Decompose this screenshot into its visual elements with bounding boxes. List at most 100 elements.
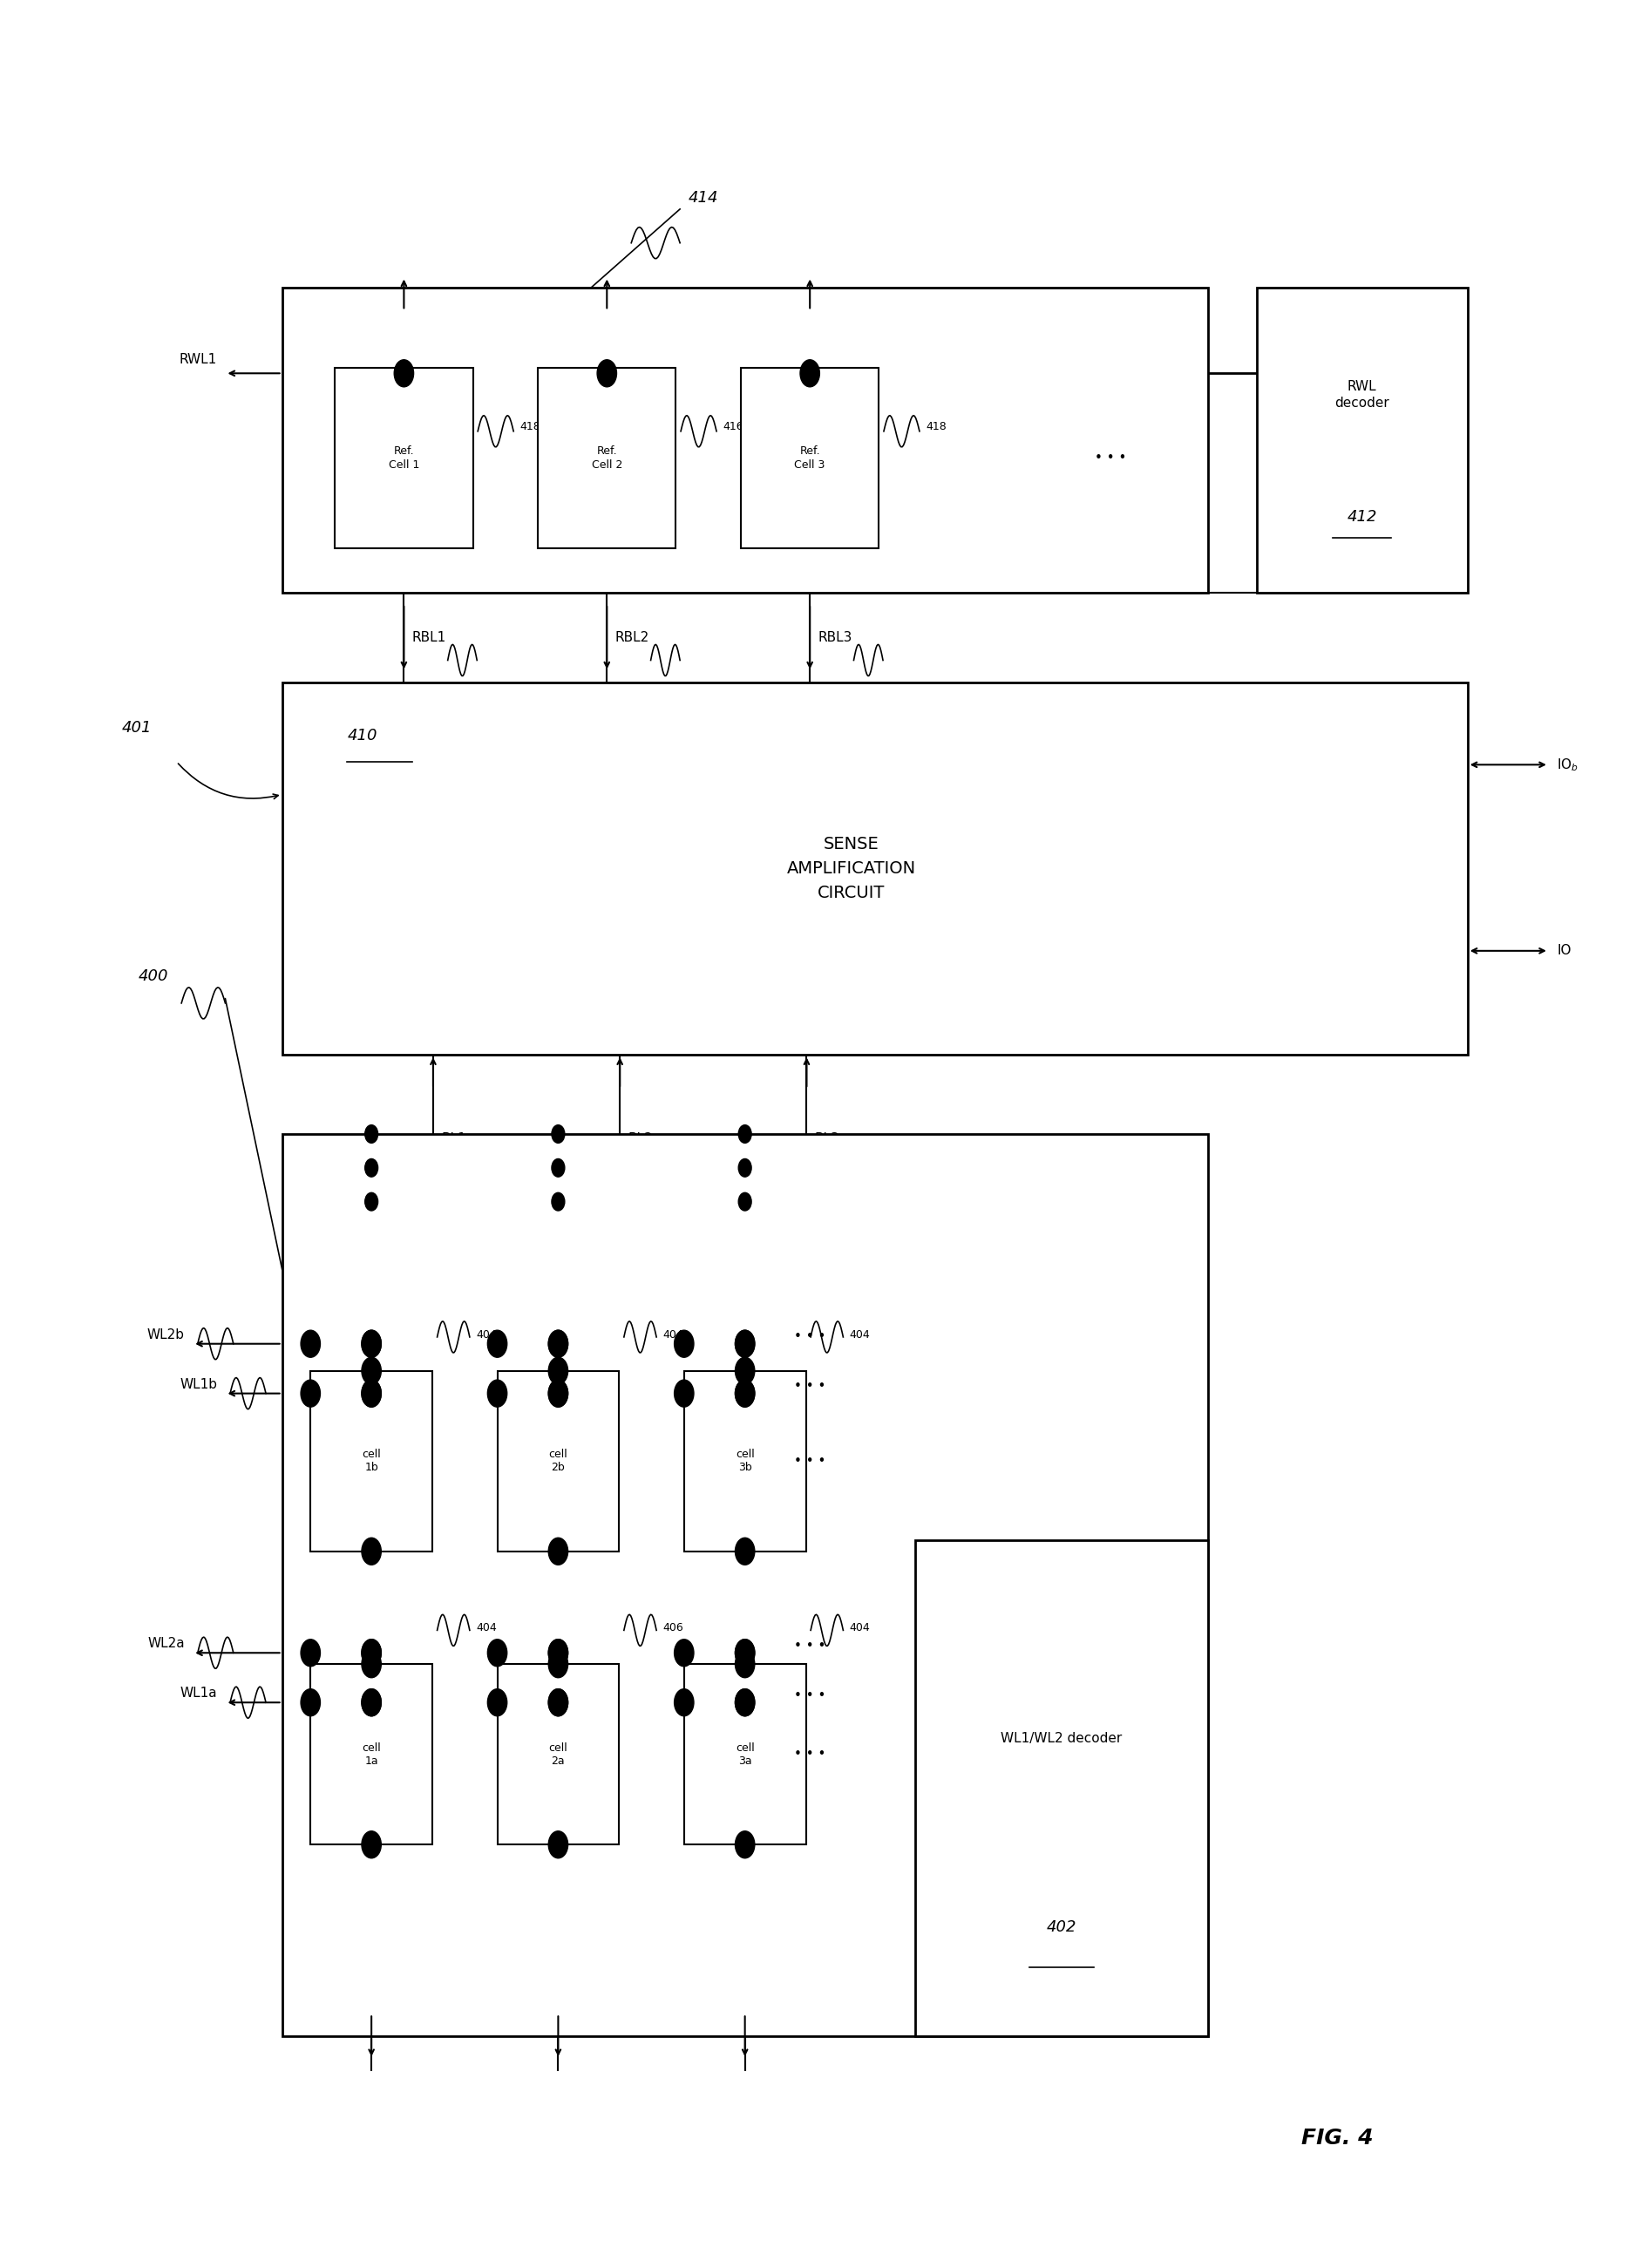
- Circle shape: [735, 1379, 754, 1406]
- Text: 404: 404: [849, 1329, 870, 1340]
- Circle shape: [735, 1690, 754, 1717]
- Circle shape: [674, 1690, 694, 1717]
- Circle shape: [735, 1690, 754, 1717]
- Circle shape: [674, 1379, 694, 1406]
- Circle shape: [735, 1538, 754, 1565]
- Circle shape: [548, 1651, 568, 1678]
- Circle shape: [548, 1379, 568, 1406]
- Circle shape: [548, 1830, 568, 1857]
- Circle shape: [362, 1830, 381, 1857]
- Text: 406: 406: [663, 1622, 684, 1633]
- Text: RWL1: RWL1: [180, 354, 218, 367]
- Bar: [497, 1370, 618, 1551]
- Text: FIG. 4: FIG. 4: [1302, 2127, 1374, 2148]
- Text: BL2: BL2: [628, 1132, 653, 1145]
- Bar: [281, 288, 1207, 592]
- Circle shape: [735, 1640, 754, 1667]
- Bar: [311, 1665, 432, 1844]
- Circle shape: [362, 1690, 381, 1717]
- Bar: [1256, 288, 1467, 592]
- Circle shape: [735, 1331, 754, 1356]
- Circle shape: [738, 1193, 751, 1211]
- Text: RBL3: RBL3: [818, 631, 852, 644]
- Circle shape: [800, 361, 820, 388]
- Circle shape: [548, 1331, 568, 1356]
- Text: IO: IO: [1557, 943, 1571, 957]
- Text: WL2a: WL2a: [147, 1637, 185, 1651]
- Text: Ref.
Cell 1: Ref. Cell 1: [388, 447, 419, 472]
- Text: cell
3b: cell 3b: [736, 1449, 754, 1474]
- Bar: [538, 367, 676, 549]
- Text: 404: 404: [476, 1622, 497, 1633]
- Circle shape: [735, 1640, 754, 1667]
- Circle shape: [362, 1331, 381, 1356]
- Text: 418: 418: [926, 422, 947, 433]
- Circle shape: [548, 1690, 568, 1717]
- Text: 418: 418: [520, 422, 542, 433]
- Circle shape: [735, 1830, 754, 1857]
- Text: IO$_b$: IO$_b$: [1557, 758, 1579, 773]
- Text: 404: 404: [663, 1329, 684, 1340]
- Text: WL1a: WL1a: [180, 1687, 218, 1701]
- Circle shape: [548, 1379, 568, 1406]
- Circle shape: [735, 1651, 754, 1678]
- Circle shape: [362, 1651, 381, 1678]
- Circle shape: [597, 361, 617, 388]
- Circle shape: [362, 1379, 381, 1406]
- Circle shape: [738, 1159, 751, 1177]
- Circle shape: [551, 1193, 564, 1211]
- Circle shape: [548, 1538, 568, 1565]
- Circle shape: [394, 361, 414, 388]
- Circle shape: [551, 1125, 564, 1143]
- Circle shape: [488, 1331, 507, 1356]
- Text: BL1: BL1: [442, 1132, 466, 1145]
- Bar: [335, 367, 473, 549]
- Text: 404: 404: [476, 1329, 497, 1340]
- Circle shape: [301, 1640, 321, 1667]
- Text: WL2b: WL2b: [147, 1329, 185, 1340]
- Circle shape: [735, 1331, 754, 1356]
- Text: 401: 401: [123, 721, 152, 735]
- Bar: [311, 1370, 432, 1551]
- Text: 412: 412: [1346, 508, 1378, 524]
- Bar: [281, 683, 1467, 1055]
- Text: 402: 402: [1047, 1919, 1076, 1935]
- Bar: [741, 367, 879, 549]
- Circle shape: [488, 1379, 507, 1406]
- Text: Ref.
Cell 3: Ref. Cell 3: [795, 447, 825, 472]
- Text: RBL2: RBL2: [615, 631, 649, 644]
- Text: 404: 404: [849, 1622, 870, 1633]
- Text: • • •: • • •: [793, 1331, 826, 1343]
- Circle shape: [735, 1379, 754, 1406]
- Text: • • •: • • •: [1094, 451, 1126, 465]
- Circle shape: [735, 1356, 754, 1383]
- Text: cell
1a: cell 1a: [362, 1742, 381, 1767]
- Text: SENSE
AMPLIFICATION
CIRCUIT: SENSE AMPLIFICATION CIRCUIT: [787, 837, 916, 903]
- Bar: [916, 1540, 1207, 2037]
- Circle shape: [548, 1640, 568, 1667]
- Text: 400: 400: [139, 968, 169, 984]
- Circle shape: [301, 1690, 321, 1717]
- Circle shape: [362, 1379, 381, 1406]
- Circle shape: [674, 1640, 694, 1667]
- Circle shape: [365, 1125, 378, 1143]
- Circle shape: [488, 1640, 507, 1667]
- Text: RBL1: RBL1: [412, 631, 447, 644]
- Circle shape: [362, 1538, 381, 1565]
- Bar: [684, 1665, 807, 1844]
- Circle shape: [362, 1640, 381, 1667]
- Circle shape: [362, 1690, 381, 1717]
- Text: cell
1b: cell 1b: [362, 1449, 381, 1474]
- Text: BL3: BL3: [815, 1132, 839, 1145]
- Text: • • •: • • •: [793, 1749, 826, 1760]
- Text: WL1/WL2 decoder: WL1/WL2 decoder: [1001, 1733, 1122, 1744]
- Text: • • •: • • •: [793, 1454, 826, 1467]
- Circle shape: [548, 1690, 568, 1717]
- Bar: [281, 1134, 1207, 2037]
- Text: cell
3a: cell 3a: [736, 1742, 754, 1767]
- Circle shape: [548, 1356, 568, 1383]
- Circle shape: [548, 1640, 568, 1667]
- Text: 414: 414: [689, 191, 718, 206]
- Bar: [497, 1665, 618, 1844]
- Circle shape: [362, 1640, 381, 1667]
